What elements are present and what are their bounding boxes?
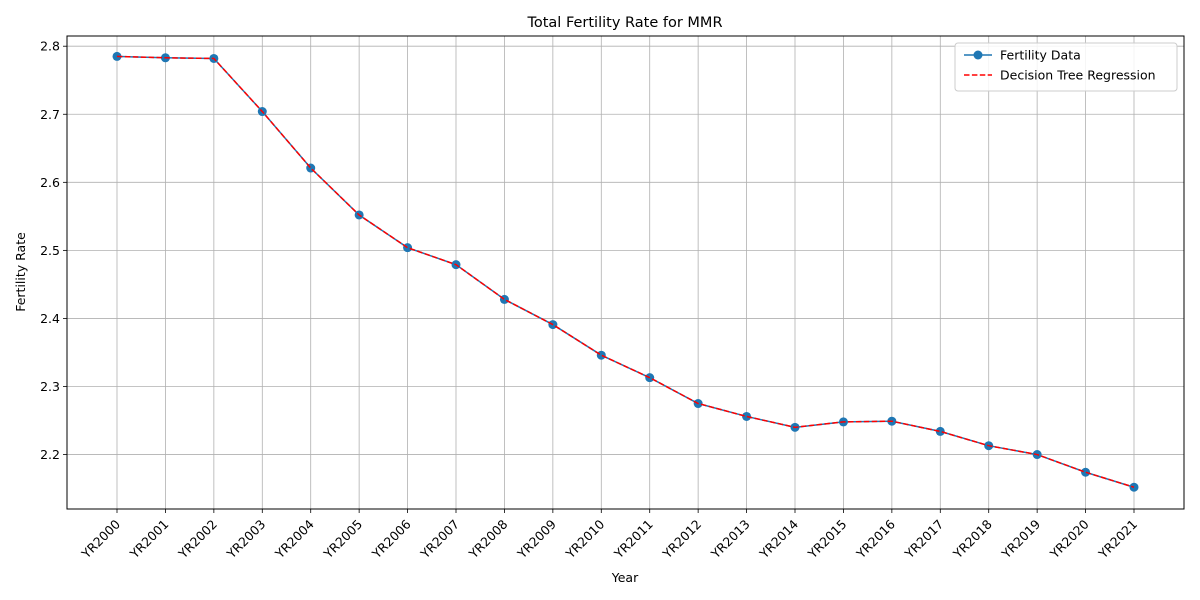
x-tick-label: YR2017 <box>901 517 946 562</box>
legend-box <box>954 42 1178 92</box>
series-layer <box>112 51 1139 492</box>
x-tick-label: YR2007 <box>417 517 462 562</box>
x-tick-label: YR2015 <box>804 517 849 562</box>
data-point-fertility-data <box>596 350 606 360</box>
y-tick-label: 2.8 <box>40 39 60 54</box>
data-point-fertility-data <box>742 411 752 421</box>
y-tick-label: 2.5 <box>40 243 60 258</box>
series-line-fertility-data <box>116 55 1135 488</box>
y-axis-ticks: 2.2 2.3 2.4 2.5 2.6 2.7 2.8 <box>40 39 67 462</box>
x-tick-label: YR2018 <box>949 516 994 561</box>
data-point-fertility-data <box>935 426 945 436</box>
x-tick-label: YR2012 <box>659 517 704 562</box>
legend-marker-fertility-data <box>973 50 983 60</box>
x-tick-label: YR2021 <box>1095 517 1140 562</box>
x-tick-label: YR2006 <box>368 516 413 561</box>
legend: Fertility Data Decision Tree Regression <box>954 42 1178 92</box>
x-tick-label: YR2014 <box>756 516 801 561</box>
x-tick-label: YR2013 <box>707 517 752 562</box>
chart-title: Total Fertility Rate for MMR <box>526 15 722 31</box>
x-tick-label: YR2001 <box>126 517 171 562</box>
legend-label-fertility-data: Fertility Data <box>1000 48 1081 63</box>
data-point-fertility-data <box>1081 467 1091 477</box>
x-tick-label: YR2011 <box>610 517 655 562</box>
x-axis-ticks: YR2000 YR2001 YR2002 YR2003 YR2004 YR2005 YR20… <box>78 509 1140 562</box>
y-tick-label: 2.7 <box>40 107 60 122</box>
x-tick-label: YR2016 <box>853 516 898 561</box>
y-tick-label: 2.2 <box>40 447 60 462</box>
x-tick-label: YR2004 <box>271 516 316 561</box>
x-tick-label: YR2008 <box>465 516 510 561</box>
legend-label-decision-tree-regression: Decision Tree Regression <box>1000 68 1156 83</box>
x-tick-label: YR2019 <box>998 516 1043 561</box>
x-tick-label: YR2010 <box>562 516 607 561</box>
data-point-fertility-data <box>403 243 413 253</box>
y-axis-label: Fertility Rate <box>13 232 28 312</box>
x-axis-label: Year <box>611 570 639 585</box>
x-tick-label: YR2003 <box>223 517 268 562</box>
x-tick-label: YR2000 <box>78 516 123 561</box>
y-tick-label: 2.6 <box>40 175 60 190</box>
y-tick-label: 2.3 <box>40 379 60 394</box>
grid-lines <box>67 36 1184 509</box>
plot-frame <box>66 35 1185 510</box>
x-tick-label: YR2009 <box>514 516 559 561</box>
x-tick-label: YR2005 <box>320 517 365 562</box>
x-tick-label: YR2020 <box>1046 516 1091 561</box>
series-line-decision-tree-regression <box>116 55 1135 488</box>
y-tick-label: 2.4 <box>40 311 60 326</box>
x-tick-label: YR2002 <box>175 517 220 562</box>
